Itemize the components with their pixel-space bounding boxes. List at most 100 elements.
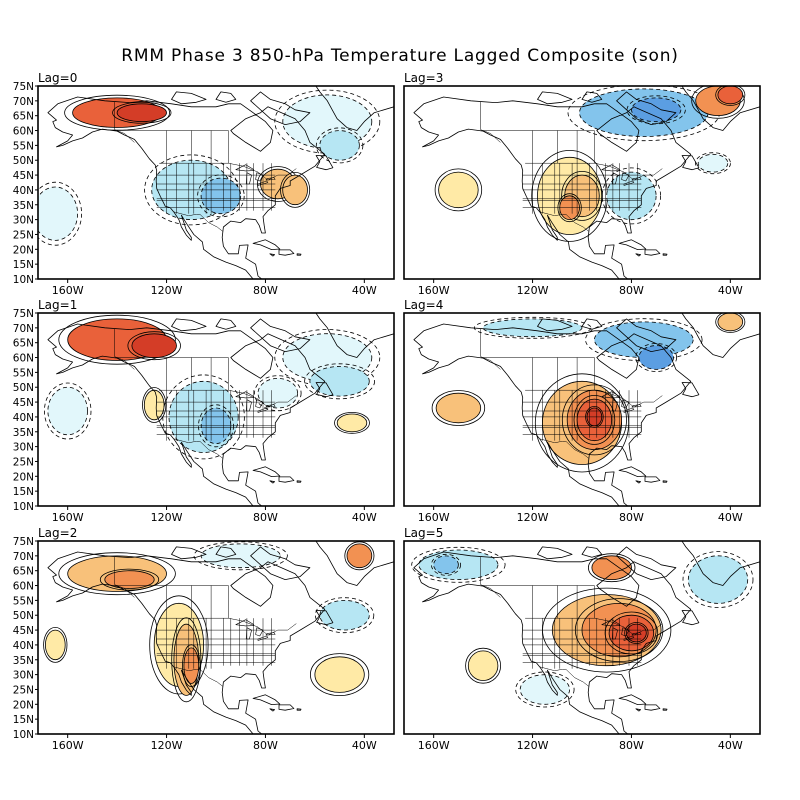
cold-anomaly-shade xyxy=(315,127,364,164)
lon-tick-label: 80W xyxy=(619,511,644,524)
lat-tick-label: 15N xyxy=(13,714,34,726)
lat-tick-label: 50N xyxy=(13,155,34,167)
lon-tick-label: 160W xyxy=(418,739,450,752)
cold-anomaly-shade xyxy=(197,174,245,218)
warm-anomaly-shade xyxy=(43,627,68,663)
warm-anomaly xyxy=(104,570,155,589)
lag-label: Lag=0 xyxy=(38,71,77,85)
lag-label: Lag=1 xyxy=(38,298,77,312)
panel-frame xyxy=(37,85,395,280)
warm-anomaly-shade xyxy=(715,313,746,333)
lat-tick-label: 60N xyxy=(13,126,34,138)
lat-tick-label: 20N xyxy=(13,244,34,256)
warm-anomaly xyxy=(717,86,744,105)
lon-tick-label: 120W xyxy=(151,739,183,752)
warm-anomaly-shade xyxy=(465,647,501,684)
warm-anomaly xyxy=(131,333,177,359)
lat-tick-label: 60N xyxy=(13,353,34,365)
warm-anomaly xyxy=(717,313,744,332)
warm-anomaly xyxy=(346,543,373,569)
lag-label: Lag=2 xyxy=(38,526,77,540)
cold-anomaly-shade xyxy=(515,671,575,708)
warm-anomaly-shade xyxy=(142,387,167,423)
lat-tick-label: 55N xyxy=(13,367,34,379)
cold-anomaly xyxy=(309,366,370,397)
panel-lag5: Lag=5 160W 120W 80W 40W xyxy=(403,526,761,752)
warm-anomaly xyxy=(314,656,365,693)
warm-anomaly xyxy=(282,174,308,206)
lon-tick-label: 80W xyxy=(619,284,644,297)
cold-anomaly-shade xyxy=(314,597,375,634)
warm-anomaly-shade xyxy=(58,314,176,365)
lat-tick-label: 55N xyxy=(13,595,34,607)
lag-label: Lag=3 xyxy=(404,71,443,85)
cold-anomaly xyxy=(257,377,298,409)
lon-tick-label: 160W xyxy=(418,284,450,297)
warm-anomaly xyxy=(116,103,167,123)
cold-anomaly-shade xyxy=(304,363,376,400)
warm-anomaly xyxy=(435,392,482,424)
warm-anomaly-shade xyxy=(309,653,370,697)
warm-anomaly-shade xyxy=(587,553,636,583)
lat-tick-label: 35N xyxy=(13,427,34,439)
warm-anomaly-shade xyxy=(64,94,170,131)
lon-tick-label: 40W xyxy=(352,284,377,297)
lat-tick-label: 20N xyxy=(13,471,34,483)
warm-anomaly-shade xyxy=(534,373,630,473)
warm-anomaly-shade xyxy=(561,171,603,221)
lon-tick-label: 80W xyxy=(253,284,278,297)
lat-tick-label: 10N xyxy=(13,501,34,513)
panel-frame xyxy=(403,85,761,280)
map-area xyxy=(38,86,394,279)
cold-anomaly xyxy=(697,153,729,173)
lat-tick-label: 70N xyxy=(13,96,34,108)
political-boundaries xyxy=(114,329,297,459)
lon-tick-label: 40W xyxy=(718,739,743,752)
map-area xyxy=(38,541,394,734)
panel-lag2: Lag=2 75N 70N 65N 60N 55N 50N 45N 40N 35N 30N 25N 2… xyxy=(13,526,395,752)
political-boundaries xyxy=(114,557,297,687)
lat-tick-label: 35N xyxy=(13,655,34,667)
panel-lag3: Lag=3 160W 120W 80W 40W xyxy=(403,71,761,297)
cold-anomaly-shade xyxy=(626,95,686,125)
lat-tick-label: 10N xyxy=(13,729,34,741)
warm-anomaly-shade xyxy=(691,86,745,119)
lat-tick-label: 75N xyxy=(13,536,34,548)
lag-label: Lag=4 xyxy=(404,298,443,312)
lat-tick-label: 25N xyxy=(13,456,34,468)
lag-label: Lag=5 xyxy=(404,526,443,540)
cold-anomaly-shade xyxy=(254,375,302,412)
lon-axis: 160W 120W 80W 40W xyxy=(418,506,743,524)
cold-anomaly xyxy=(319,130,360,161)
lat-axis: 75N 70N 65N 60N 55N 50N 45N 40N 35N 30N 25N 20N 15N 1… xyxy=(13,308,38,513)
warm-anomaly xyxy=(44,629,66,661)
cold-anomaly xyxy=(482,318,583,338)
warm-anomaly-shade xyxy=(280,172,311,208)
cold-anomaly xyxy=(631,97,682,123)
lat-tick-label: 45N xyxy=(13,170,34,182)
lon-tick-label: 120W xyxy=(517,511,549,524)
warm-anomaly-shade xyxy=(715,86,746,106)
lon-tick-label: 40W xyxy=(718,511,743,524)
lon-tick-label: 160W xyxy=(52,284,84,297)
political-boundaries xyxy=(114,102,297,232)
lat-tick-label: 75N xyxy=(13,81,34,93)
lat-axis: 75N 70N 65N 60N 55N 50N 45N 40N 35N 30N 25N 20N 15N 1… xyxy=(13,81,38,286)
coastline xyxy=(47,313,394,506)
cold-anomaly-shade xyxy=(430,553,462,576)
cold-anomaly xyxy=(38,186,78,241)
chart-title: RMM Phase 3 850-hPa Temperature Lagged C… xyxy=(121,46,679,66)
cold-anomaly-shade xyxy=(411,546,506,583)
warm-anomaly-shade xyxy=(624,622,649,644)
cold-anomaly xyxy=(200,177,242,215)
lat-tick-label: 50N xyxy=(13,610,34,622)
lon-tick-label: 160W xyxy=(418,511,450,524)
warm-anomaly-shade xyxy=(171,617,202,703)
lat-tick-label: 65N xyxy=(13,338,34,350)
lon-tick-label: 120W xyxy=(517,284,549,297)
lat-tick-label: 25N xyxy=(13,229,34,241)
warm-anomaly xyxy=(467,650,499,681)
warm-anomaly xyxy=(183,647,200,684)
cold-anomaly-shade xyxy=(193,541,288,571)
